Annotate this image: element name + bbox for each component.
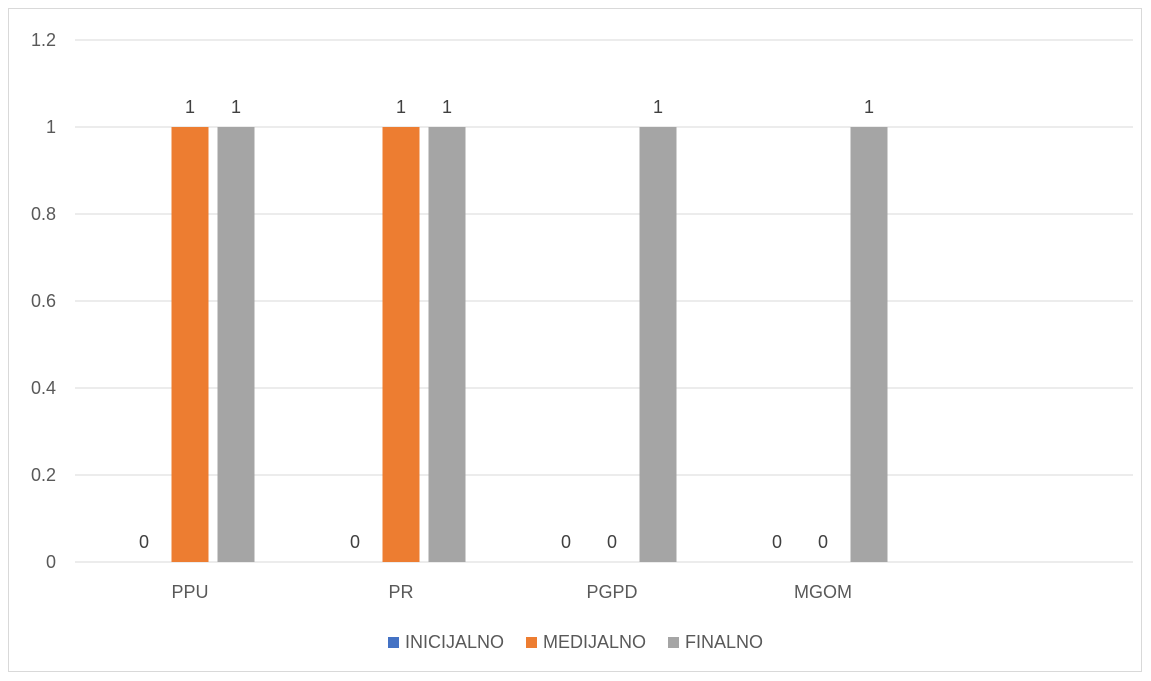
y-tick-label: 0.8	[31, 204, 56, 224]
legend-item-medijalno: MEDIJALNO	[525, 632, 647, 653]
bar-finalno-ppu	[217, 127, 255, 562]
data-label-medijalno-mgom: 0	[818, 532, 828, 552]
y-tick-label: 0.6	[31, 291, 56, 311]
legend-label-inicijalno: INICIJALNO	[404, 632, 504, 652]
bar-medijalno-ppu	[171, 127, 209, 562]
data-label-inicijalno-pgpd: 0	[561, 532, 571, 552]
legend: INICIJALNO MEDIJALNO FINALNO	[0, 632, 1151, 653]
bar-finalno-pgpd	[639, 127, 677, 562]
bar-finalno-mgom	[850, 127, 888, 562]
legend-swatch-medijalno	[525, 637, 537, 648]
data-label-finalno-pr: 1	[442, 97, 452, 117]
legend-item-inicijalno: INICIJALNO	[387, 632, 504, 653]
data-label-medijalno-pgpd: 0	[607, 532, 617, 552]
legend-swatch-finalno	[668, 637, 680, 648]
y-tick-label: 0.2	[31, 465, 56, 485]
legend-label-medijalno: MEDIJALNO	[542, 632, 647, 652]
x-category-label-ppu: PPU	[171, 582, 208, 602]
bar-finalno-pr	[428, 127, 466, 562]
data-label-medijalno-ppu: 1	[185, 97, 195, 117]
y-tick-label: 1.2	[31, 30, 56, 50]
data-label-medijalno-pr: 1	[396, 97, 406, 117]
data-label-finalno-mgom: 1	[864, 97, 874, 117]
y-tick-label: 0.4	[31, 378, 56, 398]
legend-item-finalno: FINALNO	[668, 632, 763, 653]
data-label-finalno-ppu: 1	[231, 97, 241, 117]
x-category-label-mgom: MGOM	[794, 582, 852, 602]
data-label-finalno-pgpd: 1	[653, 97, 663, 117]
bar-medijalno-pr	[382, 127, 420, 562]
x-category-label-pr: PR	[388, 582, 413, 602]
y-tick-label: 0	[46, 552, 56, 572]
legend-swatch-inicijalno	[387, 637, 399, 648]
y-tick-label: 1	[46, 117, 56, 137]
x-category-label-pgpd: PGPD	[586, 582, 637, 602]
data-label-inicijalno-ppu: 0	[139, 532, 149, 552]
data-label-inicijalno-pr: 0	[350, 532, 360, 552]
data-label-inicijalno-mgom: 0	[772, 532, 782, 552]
legend-label-finalno: FINALNO	[685, 632, 764, 652]
